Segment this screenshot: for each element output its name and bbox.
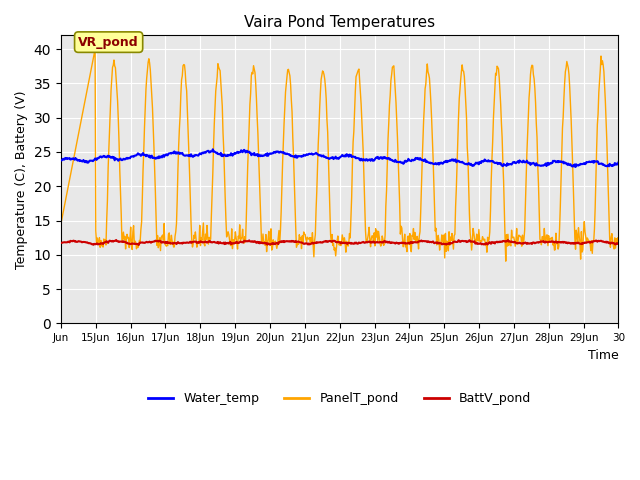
- Legend: Water_temp, PanelT_pond, BattV_pond: Water_temp, PanelT_pond, BattV_pond: [143, 387, 536, 410]
- Text: VR_pond: VR_pond: [78, 36, 139, 48]
- Y-axis label: Temperature (C), Battery (V): Temperature (C), Battery (V): [15, 90, 28, 269]
- X-axis label: Time: Time: [588, 348, 618, 362]
- Title: Vaira Pond Temperatures: Vaira Pond Temperatures: [244, 15, 435, 30]
